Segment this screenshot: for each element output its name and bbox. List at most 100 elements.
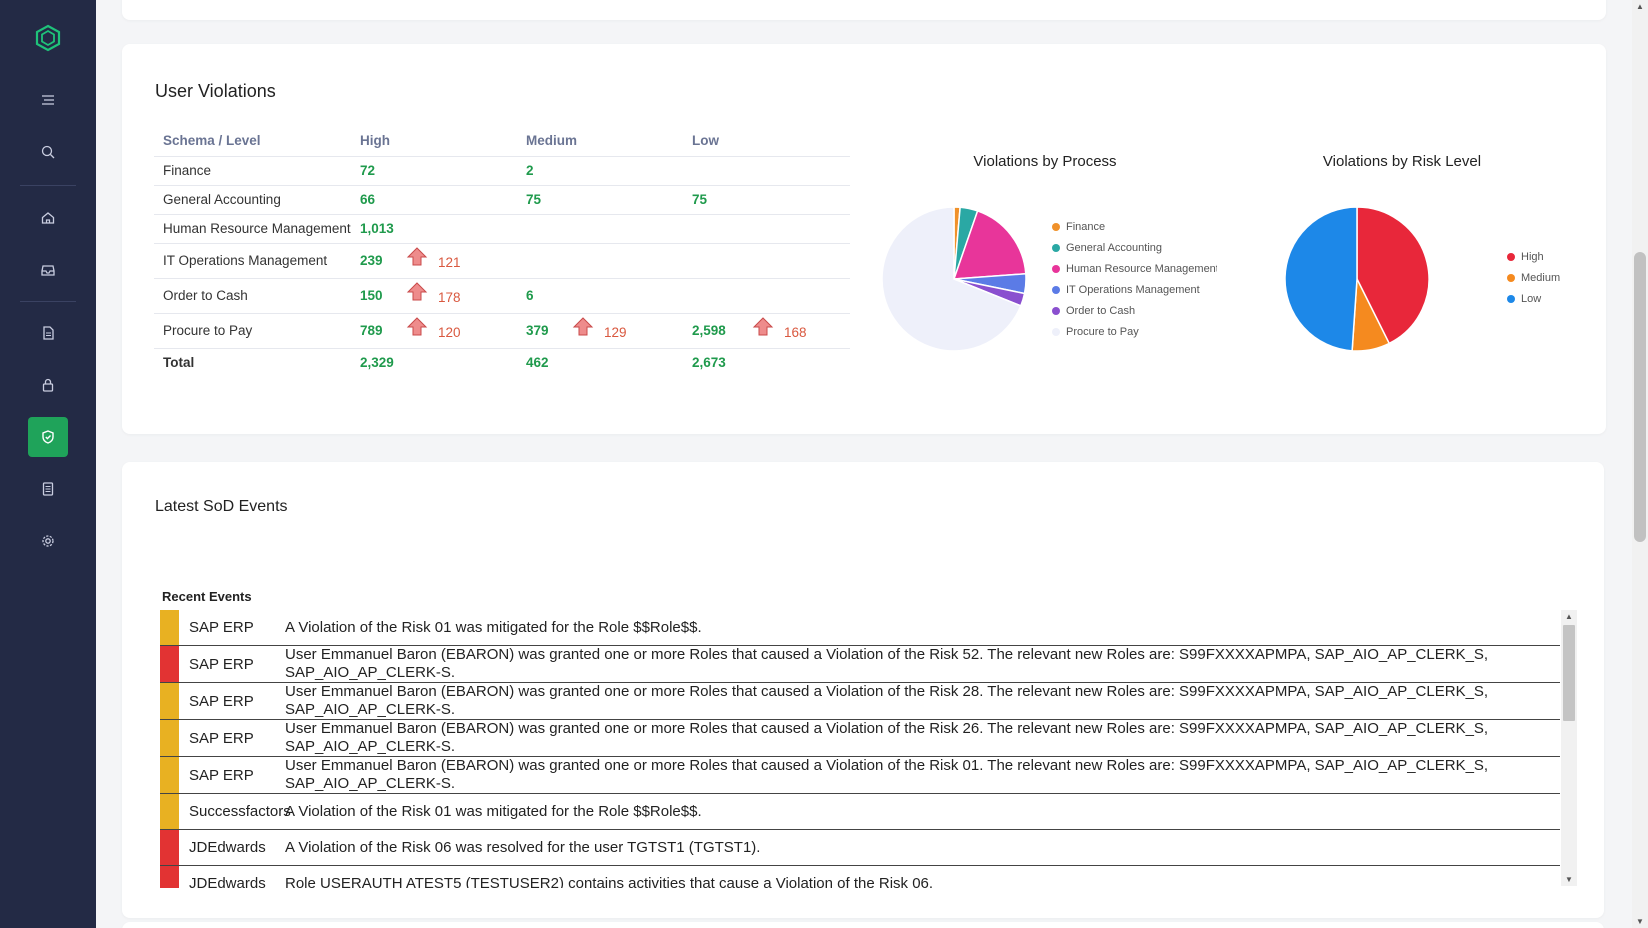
event-message: User Emmanuel Baron (EBARON) was granted… xyxy=(285,683,1489,718)
legend-risk: High Medium Low xyxy=(1507,246,1587,309)
event-message: User Emmanuel Baron (EBARON) was granted… xyxy=(285,757,1489,792)
legend-dot xyxy=(1052,243,1060,252)
event-row[interactable]: JDEdwards Role USERAUTH ATEST5 (TESTUSER2… xyxy=(160,866,1560,888)
pie-chart-process[interactable] xyxy=(879,204,1029,354)
page-scroll-up-icon[interactable]: ▲ xyxy=(1636,2,1644,11)
gear-icon[interactable] xyxy=(28,521,68,561)
pie-slice-human-resource-management[interactable] xyxy=(952,210,1027,280)
column-header-low: Low xyxy=(683,126,850,157)
legend-item[interactable]: General Accounting xyxy=(1052,237,1217,258)
legend-item[interactable]: Finance xyxy=(1052,216,1217,237)
pie-slice-low[interactable] xyxy=(1284,206,1358,352)
table-row: Order to Cash 150 178 6 xyxy=(154,278,850,314)
legend-item[interactable]: IT Operations Management xyxy=(1052,279,1217,300)
medium-value: 6 xyxy=(526,288,534,303)
report-icon[interactable] xyxy=(28,469,68,509)
home-icon[interactable] xyxy=(28,198,68,238)
pie-slice-procure-to-pay[interactable] xyxy=(881,206,1022,352)
pie-chart-risk[interactable] xyxy=(1282,204,1432,354)
high-value: 72 xyxy=(360,163,376,178)
legend-item[interactable]: Low xyxy=(1507,288,1587,309)
event-row[interactable]: SAP ERP User Emmanuel Baron (EBARON) was … xyxy=(160,683,1560,720)
medium-value: 379 xyxy=(526,323,549,338)
lock-icon[interactable] xyxy=(28,365,68,405)
severity-indicator xyxy=(160,757,179,793)
menu-icon[interactable] xyxy=(28,80,68,120)
total-medium: 462 xyxy=(526,355,549,371)
high-value: 66 xyxy=(360,192,376,207)
events-list[interactable]: SAP ERP A Violation of the Risk 01 was mi… xyxy=(160,610,1560,888)
scroll-down-icon[interactable]: ▼ xyxy=(1565,875,1573,884)
event-row[interactable]: SAP ERP User Emmanuel Baron (EBARON) was … xyxy=(160,757,1560,794)
trend-up-icon xyxy=(572,316,594,335)
event-source: Successfactors xyxy=(189,803,291,820)
next-card xyxy=(122,922,1604,928)
document-icon[interactable] xyxy=(28,313,68,353)
event-source: SAP ERP xyxy=(189,655,254,673)
sod-events-card: Latest SoD Events Recent Events SAP ERP A… xyxy=(122,462,1604,918)
total-high: 2,329 xyxy=(360,355,394,371)
legend-label: Finance xyxy=(1066,220,1106,233)
trend-up-icon xyxy=(752,316,774,335)
events-scroll-thumb[interactable] xyxy=(1563,625,1575,721)
shield-icon[interactable] xyxy=(28,417,68,457)
high-value: 789 xyxy=(360,323,383,338)
total-low: 2,673 xyxy=(692,355,726,371)
low-trend-value: 168 xyxy=(784,325,807,340)
trend-up-icon xyxy=(406,316,428,335)
event-row[interactable]: Successfactors A Violation of the Risk 01… xyxy=(160,794,1560,830)
schema-cell: Order to Cash xyxy=(154,278,351,314)
event-row[interactable]: JDEdwards A Violation of the Risk 06 was … xyxy=(160,830,1560,866)
legend-label: Low xyxy=(1521,292,1542,305)
trend-up-icon xyxy=(406,281,428,300)
event-row[interactable]: SAP ERP A Violation of the Risk 01 was mi… xyxy=(160,610,1560,646)
table-row: General Accounting 66 75 75 xyxy=(154,185,850,215)
table-row-total: Total 2,329 462 2,673 xyxy=(154,348,850,377)
events-scrollbar[interactable]: ▲ ▼ xyxy=(1561,610,1577,886)
event-row[interactable]: SAP ERP User Emmanuel Baron (EBARON) was … xyxy=(160,720,1560,757)
legend-dot xyxy=(1507,252,1515,261)
severity-indicator xyxy=(160,610,179,645)
page-scroll-down-icon[interactable]: ▼ xyxy=(1636,917,1644,926)
legend-item[interactable]: Procure to Pay xyxy=(1052,321,1217,342)
medium-value: 2 xyxy=(526,163,534,178)
legend-item[interactable]: High xyxy=(1507,246,1587,267)
event-message: Role USERAUTH ATEST5 (TESTUSER2) contain… xyxy=(285,874,934,889)
severity-indicator xyxy=(160,794,179,829)
event-message: User Emmanuel Baron (EBARON) was granted… xyxy=(285,646,1489,681)
legend-process: Finance General Accounting Human Resource … xyxy=(1052,216,1217,342)
search-icon[interactable] xyxy=(28,132,68,172)
legend-item[interactable]: Human Resource Management xyxy=(1052,258,1217,279)
previous-card xyxy=(122,0,1606,20)
column-header-high: High xyxy=(351,126,517,157)
legend-item[interactable]: Medium xyxy=(1507,267,1587,288)
low-value: 2,598 xyxy=(692,323,726,338)
page-scroll-thumb[interactable] xyxy=(1634,252,1646,542)
user-violations-table: Schema / Level High Medium Low Finance 7… xyxy=(154,126,850,377)
schema-cell: Human Resource Management xyxy=(154,214,351,244)
legend-item[interactable]: Order to Cash xyxy=(1052,300,1217,321)
event-source: SAP ERP xyxy=(189,692,254,710)
high-trend-value: 178 xyxy=(438,290,461,305)
high-value: 1,013 xyxy=(360,221,394,236)
legend-label: High xyxy=(1521,250,1544,263)
pie-slice-high[interactable] xyxy=(1356,206,1430,345)
scroll-up-icon[interactable]: ▲ xyxy=(1565,612,1573,621)
sidebar-divider xyxy=(20,301,76,302)
page-scrollbar[interactable]: ▲ ▼ xyxy=(1632,0,1648,928)
schema-cell: IT Operations Management xyxy=(154,243,351,279)
event-row[interactable]: SAP ERP User Emmanuel Baron (EBARON) was … xyxy=(160,646,1560,683)
legend-dot xyxy=(1052,285,1060,294)
trend-up-icon xyxy=(406,246,428,265)
table-row: Human Resource Management 1,013 xyxy=(154,214,850,244)
user-violations-card: User Violations Schema / Level High Medi… xyxy=(122,44,1606,434)
event-source: JDEdwards xyxy=(189,839,266,856)
legend-dot xyxy=(1052,264,1060,273)
legend-dot xyxy=(1507,294,1515,303)
sod-events-title: Latest SoD Events xyxy=(155,498,288,515)
high-trend-value: 121 xyxy=(438,255,461,270)
inbox-icon[interactable] xyxy=(28,250,68,290)
high-value: 150 xyxy=(360,288,383,303)
logo-icon[interactable] xyxy=(30,20,66,56)
medium-value: 75 xyxy=(526,192,542,207)
